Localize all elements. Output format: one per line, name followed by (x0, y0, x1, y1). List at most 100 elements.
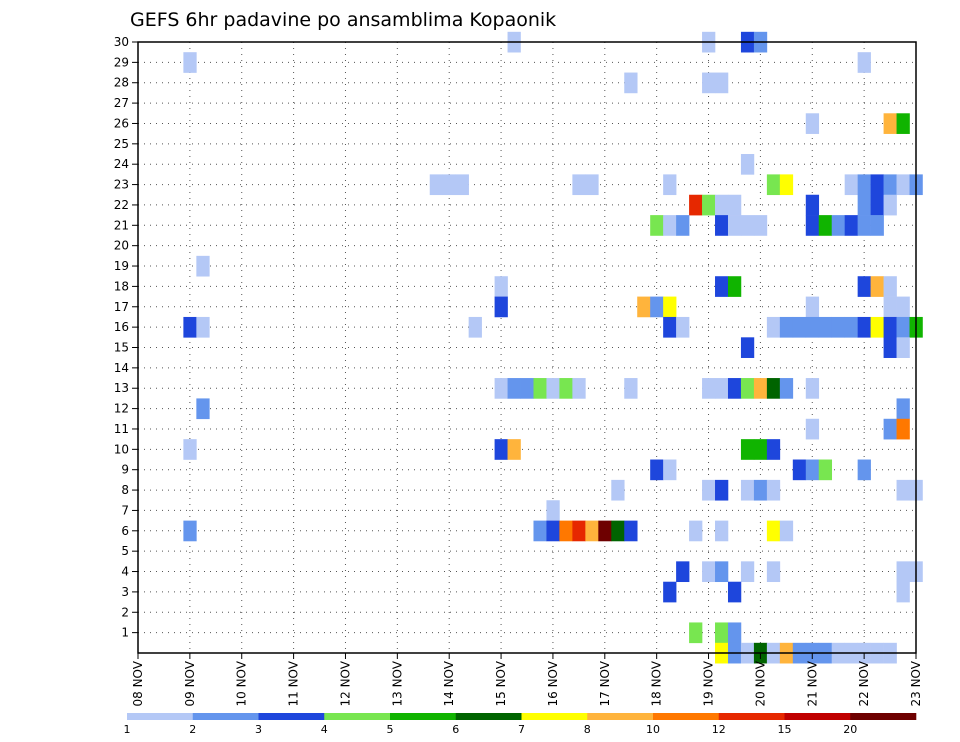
x-tick-label: 23 NOV (909, 660, 923, 706)
heatmap-cell (883, 113, 897, 134)
heatmap-cell (857, 459, 871, 481)
heatmap-cell (844, 174, 858, 196)
heatmap-cell (494, 439, 508, 460)
heatmap-cell (676, 316, 690, 338)
heatmap-cell (779, 316, 794, 338)
heatmap-cell (896, 174, 910, 196)
heatmap-cell (805, 316, 820, 338)
colorbar-label: 15 (778, 723, 792, 736)
heatmap-cell (689, 520, 703, 542)
heatmap-cell (702, 378, 716, 399)
y-axis: 1234567891011121314151617181920212223242… (114, 35, 138, 640)
heatmap-cell (727, 378, 742, 399)
y-tick-label: 15 (114, 341, 129, 355)
heatmap-cell (585, 520, 599, 542)
heatmap-cell (857, 194, 871, 216)
colorbar-swatch (653, 713, 720, 720)
heatmap-cell (533, 520, 547, 542)
y-tick-label: 13 (114, 381, 129, 395)
heatmap-cell (883, 194, 897, 216)
x-tick-label: 13 NOV (390, 660, 404, 706)
heatmap-cell (585, 174, 599, 196)
heatmap-cell (637, 296, 651, 318)
heatmap-cell (740, 378, 755, 399)
colorbar-swatch (258, 713, 325, 720)
x-tick-label: 10 NOV (235, 660, 249, 706)
y-tick-label: 24 (114, 157, 129, 171)
heatmap-cell (805, 113, 820, 134)
heatmap-cell (196, 316, 210, 338)
heatmap-cells (183, 31, 923, 664)
heatmap-cell (740, 337, 755, 358)
heatmap-cell (650, 296, 664, 318)
heatmap-cell (896, 418, 910, 440)
heatmap-cell (818, 215, 833, 236)
colorbar-label: 20 (843, 723, 857, 736)
heatmap-cell (559, 520, 573, 542)
colorbar-label: 5 (387, 723, 394, 736)
heatmap-cell (455, 174, 469, 196)
y-tick-label: 12 (114, 402, 129, 416)
heatmap-cell (896, 296, 910, 318)
heatmap-cell (689, 194, 703, 216)
heatmap-cell (507, 439, 521, 460)
heatmap-cell (883, 316, 897, 338)
y-tick-label: 20 (114, 239, 129, 253)
heatmap-cell (520, 378, 534, 399)
heatmap-cell (753, 479, 768, 501)
x-tick-label: 21 NOV (805, 660, 819, 706)
heatmap-cell (546, 500, 560, 521)
colorbar-swatch (192, 713, 259, 720)
heatmap-cell (676, 561, 690, 583)
colorbar-label: 3 (255, 723, 262, 736)
heatmap-cell (702, 561, 716, 583)
y-tick-label: 21 (114, 218, 129, 232)
heatmap-cell (663, 174, 677, 196)
heatmap-cell (896, 581, 910, 603)
y-tick-label: 6 (121, 524, 129, 538)
y-tick-label: 10 (114, 442, 129, 456)
heatmap-cell (740, 215, 755, 236)
heatmap-cell (805, 459, 820, 481)
heatmap-cell (896, 479, 910, 501)
heatmap-cell (650, 459, 664, 481)
heatmap-cell (883, 418, 897, 440)
heatmap-cell (494, 296, 508, 318)
colorbar-label: 12 (712, 723, 726, 736)
heatmap-cell (663, 316, 677, 338)
heatmap-cell (727, 581, 742, 603)
colorbar-label: 7 (518, 723, 525, 736)
heatmap-cell (805, 296, 820, 318)
heatmap-cell (494, 276, 508, 297)
heatmap-cell (183, 316, 197, 338)
x-axis: 08 NOV 09 NOV 10 NOV 11 NOV 12 NOV 13 NOV 14 N… (131, 653, 923, 707)
colorbar-legend: 1 2 3 4 5 6 7 8 10 12 15 20 (124, 713, 917, 736)
heatmap-cell (779, 378, 794, 399)
heatmap-cell (740, 154, 755, 175)
heatmap-cell (818, 316, 833, 338)
x-tick-label: 17 NOV (598, 660, 612, 706)
heatmap-cell (857, 52, 871, 73)
y-tick-label: 4 (121, 565, 129, 579)
heatmap-cell (663, 215, 677, 236)
y-tick-label: 8 (121, 483, 129, 497)
y-tick-label: 26 (114, 116, 129, 130)
heatmap-cell (715, 276, 729, 297)
y-tick-label: 18 (114, 279, 129, 293)
heatmap-cell (857, 174, 871, 196)
colorbar-swatch (324, 713, 391, 720)
heatmap-cell (727, 276, 742, 297)
heatmap-cell (870, 276, 884, 297)
colorbar-swatch (718, 713, 785, 720)
heatmap-cell (857, 215, 871, 236)
heatmap-cell (857, 276, 871, 297)
heatmap-cell (896, 316, 910, 338)
heatmap-cell (572, 174, 586, 196)
x-tick-label: 14 NOV (442, 660, 456, 706)
colorbar-swatch (587, 713, 654, 720)
heatmap-cell (753, 439, 768, 460)
heatmap-cell (740, 439, 755, 460)
colorbar-label: 6 (452, 723, 459, 736)
y-tick-label: 27 (114, 96, 129, 110)
x-tick-label: 18 NOV (650, 660, 664, 706)
